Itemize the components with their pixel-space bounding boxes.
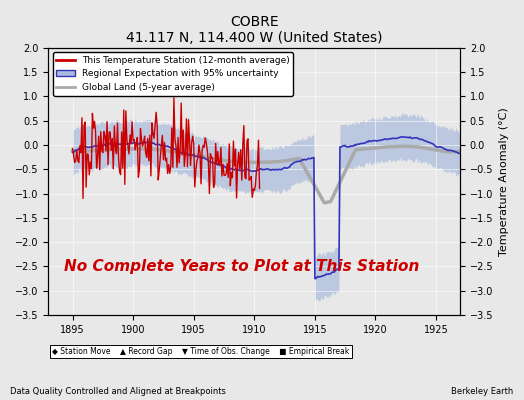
Text: ◆ Station Move    ▲ Record Gap    ▼ Time of Obs. Change    ■ Empirical Break: ◆ Station Move ▲ Record Gap ▼ Time of Ob… [52, 347, 350, 356]
Title: COBRE
41.117 N, 114.400 W (United States): COBRE 41.117 N, 114.400 W (United States… [126, 15, 383, 45]
Text: Data Quality Controlled and Aligned at Breakpoints: Data Quality Controlled and Aligned at B… [10, 387, 226, 396]
Text: Berkeley Earth: Berkeley Earth [451, 387, 514, 396]
Text: No Complete Years to Plot at This Station: No Complete Years to Plot at This Statio… [64, 259, 420, 274]
Legend: This Temperature Station (12-month average), Regional Expectation with 95% uncer: This Temperature Station (12-month avera… [53, 52, 293, 96]
Y-axis label: Temperature Anomaly (°C): Temperature Anomaly (°C) [499, 107, 509, 256]
